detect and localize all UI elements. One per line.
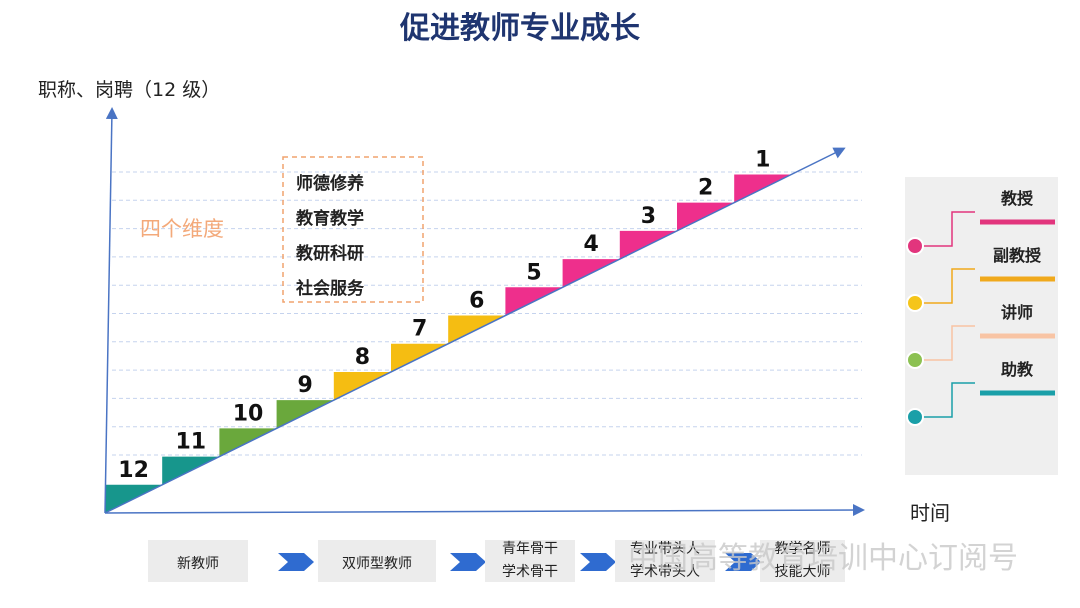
y-axis xyxy=(104,107,118,514)
flow-box xyxy=(615,540,715,582)
step-label: 11 xyxy=(175,430,206,455)
steps: 12 11 10 9 8 7 6 5 4 3 2 1 xyxy=(105,147,792,513)
flow-label: 新教师 xyxy=(177,556,219,572)
flow-arrow xyxy=(450,553,486,571)
dimension-item: 教研科研 xyxy=(295,243,364,264)
rank-label: 助教 xyxy=(1001,360,1034,379)
rank-label: 教授 xyxy=(1001,189,1034,208)
rank-panel xyxy=(905,177,1058,475)
rank-connector xyxy=(922,268,975,304)
rank-connector xyxy=(922,382,975,418)
step-label: 5 xyxy=(526,260,541,285)
step-label: 12 xyxy=(118,458,149,483)
flow-box xyxy=(485,540,575,582)
y-axis-label: 职称、岗聘（12 级） xyxy=(38,79,220,101)
flow-arrow xyxy=(278,553,314,571)
rank-dot xyxy=(906,408,924,426)
step-label: 4 xyxy=(584,232,599,257)
watermark: 中国高等教育培训中心订阅号 xyxy=(628,541,1018,576)
rank-dot xyxy=(906,351,924,369)
title: 促进教师专业成长 xyxy=(399,11,640,46)
flow-label: 教学名师 xyxy=(775,541,831,557)
rank-connector xyxy=(922,325,975,361)
dimension-box xyxy=(282,156,424,303)
step-label: 8 xyxy=(355,345,370,370)
rank-dot xyxy=(906,237,924,255)
step-label: 2 xyxy=(698,176,713,201)
rank-label: 副教授 xyxy=(993,246,1042,265)
x-axis xyxy=(104,504,865,517)
dimension-item: 社会服务 xyxy=(295,278,365,299)
flow-box xyxy=(148,540,248,582)
flow-label: 技能大师 xyxy=(775,564,831,580)
rank-connector xyxy=(922,211,975,247)
x-axis-label: 时间 xyxy=(910,501,950,525)
step-label: 6 xyxy=(469,289,484,314)
step-label: 1 xyxy=(755,147,770,172)
rank-label: 讲师 xyxy=(1001,303,1033,322)
flow-box xyxy=(318,540,436,582)
dimension-label: 四个维度 xyxy=(140,217,224,241)
step-label: 3 xyxy=(641,204,656,229)
flow-label: 学术带头人 xyxy=(630,564,700,580)
step-label: 10 xyxy=(233,401,264,426)
diagonal xyxy=(104,147,846,514)
flow-label: 青年骨干 xyxy=(502,541,558,557)
step-label: 9 xyxy=(298,373,313,398)
rank-dot xyxy=(906,294,924,312)
grid xyxy=(112,171,862,456)
dimension-item: 师德修养 xyxy=(296,173,365,194)
step-label: 7 xyxy=(412,317,427,342)
flow-label: 专业带头人 xyxy=(630,541,700,557)
flow-label: 学术骨干 xyxy=(502,564,558,580)
flow-label: 双师型教师 xyxy=(342,556,412,572)
dimension-item: 教育教学 xyxy=(295,208,364,229)
flow-arrow xyxy=(725,553,761,571)
flow-box xyxy=(760,540,845,582)
flow-arrow xyxy=(580,553,616,571)
